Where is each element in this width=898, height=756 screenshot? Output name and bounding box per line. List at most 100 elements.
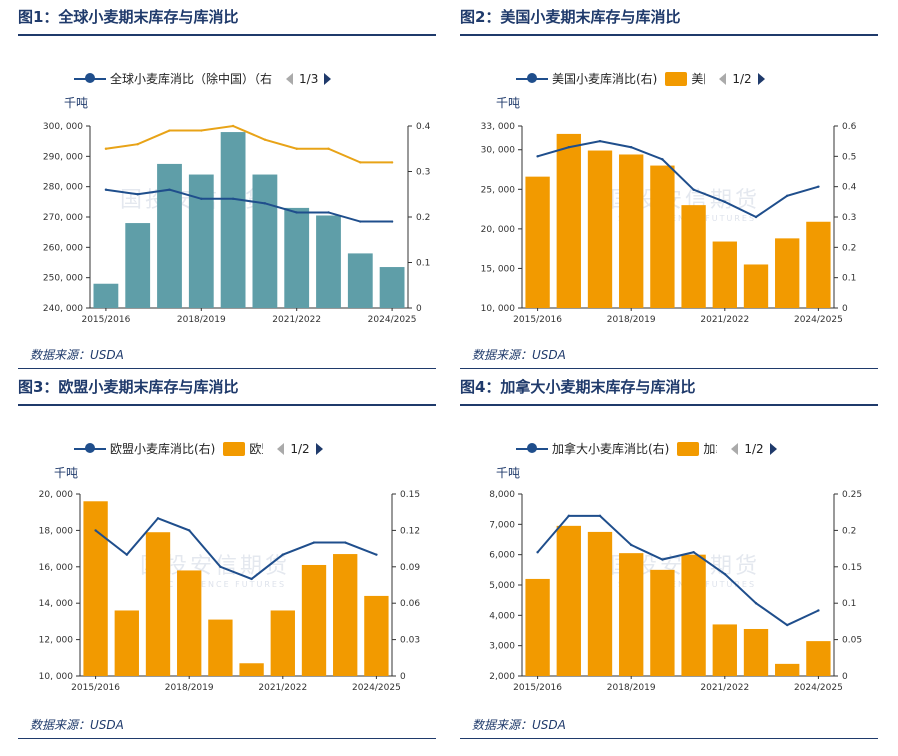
x-tick-label: 2015/2016 <box>513 315 562 325</box>
line-point <box>344 541 347 544</box>
bar-stock[interactable] <box>83 501 108 676</box>
bar-stock[interactable] <box>252 174 278 308</box>
line-ratio-series[interactable] <box>105 188 393 223</box>
y-tick-label-right: 0.2 <box>842 526 856 536</box>
bar-stock[interactable] <box>364 595 389 676</box>
bar-stock[interactable] <box>775 238 800 308</box>
line-point <box>156 517 160 520</box>
source-note: 数据来源：USDA <box>30 348 124 362</box>
line-point <box>104 188 108 191</box>
bar-stock[interactable] <box>619 553 644 676</box>
legend-item-stock[interactable]: 美国 <box>665 70 705 87</box>
pager-prev-icon[interactable] <box>286 72 294 85</box>
panel-title: 图2：美国小麦期末库存与库消比 <box>460 8 681 26</box>
legend-pager: 1/2 <box>725 442 782 456</box>
legend-item-ratio[interactable]: 加拿大小麦库消比(右) <box>516 440 669 457</box>
bar-stock[interactable] <box>93 283 119 308</box>
bar-stock[interactable] <box>145 532 171 676</box>
bar-stock[interactable] <box>208 619 233 676</box>
chart-svg: 10, 000 12, 000 14, 000 16, 000 18, 000 20, 0… <box>39 490 421 693</box>
bar-stock[interactable] <box>712 624 737 676</box>
legend-item-ratio[interactable]: 美国小麦库消比(右) <box>516 70 657 87</box>
bar-stock[interactable] <box>743 628 769 676</box>
bar-stock[interactable] <box>270 610 295 676</box>
legend-pager: 1/2 <box>713 72 770 86</box>
bar-stock[interactable] <box>220 132 246 308</box>
legend-label-stock: 美国 <box>691 72 705 86</box>
legend-item-stock[interactable]: 欧盟 <box>223 440 263 457</box>
line-ratio-series[interactable] <box>536 514 819 627</box>
line-ratio-series[interactable] <box>537 140 819 219</box>
bar-stock[interactable] <box>806 641 831 676</box>
line-point <box>136 193 139 196</box>
bar-stock[interactable] <box>114 610 139 676</box>
bar-stock[interactable] <box>587 150 613 308</box>
bar-stock[interactable] <box>681 554 706 676</box>
legend-item-ratio[interactable]: 欧盟小麦库消比(右) <box>74 440 215 457</box>
legend: 美国小麦库消比(右) 美国 1/2 <box>516 70 836 90</box>
x-tick-label: 2015/2016 <box>71 683 120 693</box>
bar-stock[interactable] <box>587 531 613 676</box>
x-tick-label: 2015/2016 <box>81 315 130 325</box>
line-point <box>536 155 539 158</box>
line-ratio-series[interactable] <box>105 124 393 164</box>
bar-stock[interactable] <box>157 163 182 308</box>
bar-stock[interactable] <box>556 133 581 308</box>
legend-item-stock[interactable]: 加拿大 <box>677 440 717 457</box>
bar-stock[interactable] <box>333 554 358 676</box>
x-tick-label: 2021/2022 <box>272 315 321 325</box>
pager-next-icon[interactable] <box>315 442 323 455</box>
bar-stock[interactable] <box>650 569 675 676</box>
pager-next-icon[interactable] <box>757 72 765 85</box>
line-ratio-series[interactable] <box>94 517 377 581</box>
legend-line-marker <box>516 72 548 83</box>
bar-stock[interactable] <box>806 221 831 308</box>
bar-stock[interactable] <box>743 264 769 308</box>
line-point <box>295 211 298 214</box>
line-point <box>661 558 664 561</box>
bar-stock[interactable] <box>347 253 373 308</box>
bar-stock[interactable] <box>188 174 214 308</box>
pager-next-icon[interactable] <box>769 442 777 455</box>
bar-stock[interactable] <box>775 663 800 676</box>
pager-prev-icon[interactable] <box>277 442 285 455</box>
bar-stock[interactable] <box>125 223 151 308</box>
line-point <box>94 529 97 532</box>
line-point <box>786 623 789 627</box>
bar-stock[interactable] <box>619 154 644 308</box>
y-tick-label-left: 16, 000 <box>39 563 74 573</box>
pager-prev-icon[interactable] <box>719 72 727 85</box>
bar-stock[interactable] <box>525 578 550 676</box>
line-point <box>723 200 726 204</box>
legend-label-ratio: 全球小麦库消比（除中国）（右 <box>110 72 273 86</box>
bar-stock[interactable] <box>301 564 327 676</box>
bar-stock[interactable] <box>712 241 737 308</box>
pager-next-icon[interactable] <box>324 72 332 85</box>
line-point <box>598 514 602 518</box>
line-point <box>219 565 222 568</box>
y-tick-label-right: 0.09 <box>400 563 420 573</box>
line-point <box>817 609 820 612</box>
bar-stock[interactable] <box>284 207 310 308</box>
line-point <box>168 129 171 132</box>
pager-prev-icon[interactable] <box>731 442 739 455</box>
x-tick-label: 2024/2025 <box>352 683 401 693</box>
chart-panel-canada: 图4：加拿大小麦期末库存与库消比加拿大小麦库消比(右)加拿大1/2千吨国投安信期… <box>460 376 878 746</box>
bar-stock[interactable] <box>681 205 706 308</box>
y-tick-label-right: 0.05 <box>842 636 862 646</box>
bar-stock[interactable] <box>379 267 405 308</box>
y-tick-label-right: 0.3 <box>842 213 856 223</box>
legend-item-ratio[interactable]: 全球小麦库消比（除中国）（右 <box>74 70 272 87</box>
y-tick-label-right: 0.6 <box>842 122 857 132</box>
line-point <box>661 158 664 161</box>
bar-stock[interactable] <box>316 215 341 308</box>
bar-stock[interactable] <box>239 663 264 676</box>
bar-stock[interactable] <box>650 165 675 308</box>
y-tick-label-right: 0.2 <box>842 243 856 253</box>
y-tick-label-right: 0 <box>842 304 848 314</box>
bar-stock[interactable] <box>556 525 581 676</box>
line-point <box>723 572 726 576</box>
bar-stock[interactable] <box>177 570 202 676</box>
legend-label-ratio: 美国小麦库消比(右) <box>552 72 658 86</box>
bar-stock[interactable] <box>525 176 550 308</box>
